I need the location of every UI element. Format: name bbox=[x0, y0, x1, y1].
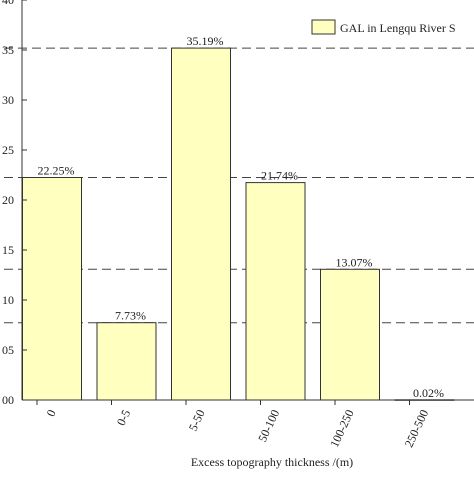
x-tick-label: 100-250 bbox=[327, 407, 357, 449]
y-tick-label: 00 bbox=[2, 393, 14, 407]
reference-lines bbox=[4, 47, 474, 324]
legend: GAL in Lengqu River S bbox=[311, 19, 456, 35]
y-tick-label: 15 bbox=[2, 243, 14, 257]
bar-value-label: 7.73% bbox=[115, 309, 146, 323]
y-tick-label: 20 bbox=[2, 193, 14, 207]
y-tick-label: 25 bbox=[2, 143, 14, 157]
y-tick-label: 05 bbox=[2, 343, 14, 357]
bar-value-label: 0.02% bbox=[413, 386, 444, 400]
x-tick-label: 5-50 bbox=[186, 407, 208, 433]
y-tick-label: 30 bbox=[2, 93, 14, 107]
value-labels: 22.25% 7.73% 35.19% 21.74% 13.07% 0.02% bbox=[38, 34, 445, 400]
bar bbox=[245, 182, 306, 401]
x-tick-label: 50-100 bbox=[255, 407, 282, 444]
x-tick-label: 250-500 bbox=[402, 407, 432, 449]
bar-value-label: 13.07% bbox=[336, 255, 373, 269]
y-ticks: 00 05 10 15 20 25 30 35 40 bbox=[2, 0, 27, 407]
y-tick-label: 10 bbox=[2, 293, 14, 307]
x-axis-title: Excess topography thickness /(m) bbox=[191, 455, 353, 469]
bar bbox=[171, 47, 231, 401]
bars bbox=[22, 47, 455, 401]
bar-value-label: 22.25% bbox=[38, 164, 75, 178]
y-tick-label: 35 bbox=[2, 43, 14, 57]
legend-label: GAL in Lengqu River S bbox=[340, 21, 456, 35]
bar bbox=[96, 322, 157, 401]
bar-value-label: 35.19% bbox=[187, 34, 224, 48]
bar bbox=[22, 177, 82, 401]
x-ticks: 0 0-5 5-50 50-100 100-250 250-500 bbox=[36, 400, 432, 450]
x-tick-label: 0 bbox=[43, 407, 58, 418]
bar bbox=[320, 268, 380, 401]
y-tick-label: 40 bbox=[2, 0, 14, 7]
bar-value-label: 21.74% bbox=[261, 169, 298, 183]
legend-swatch bbox=[311, 19, 336, 35]
x-tick-label: 0-5 bbox=[114, 407, 133, 427]
